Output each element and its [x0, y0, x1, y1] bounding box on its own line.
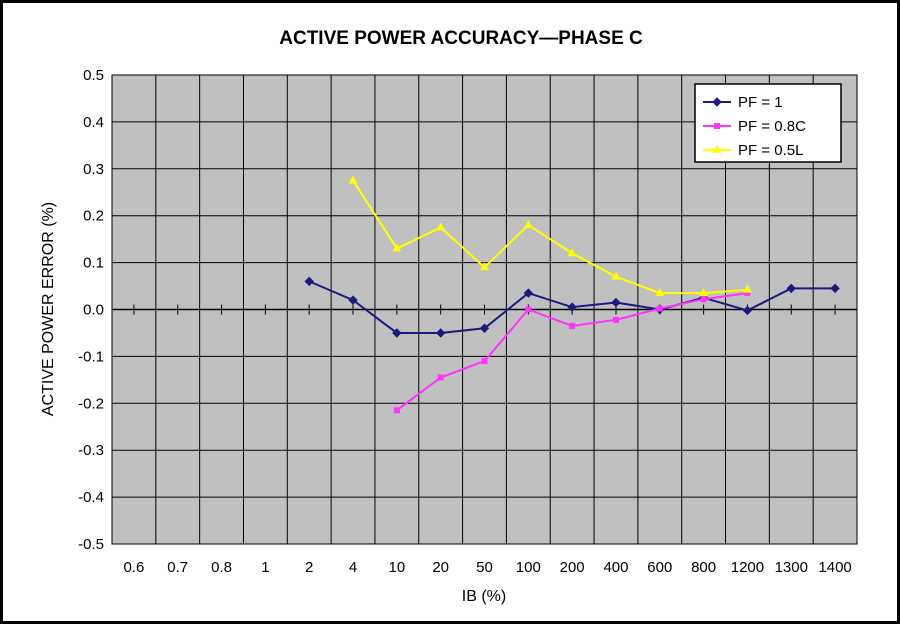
legend-entry: PF = 0.5L [703, 142, 803, 159]
chart-title: ACTIVE POWER ACCURACY—PHASE C [279, 28, 643, 49]
y-tick-label: 0.0 [83, 302, 104, 319]
data-point [712, 97, 722, 107]
data-point [611, 297, 621, 308]
data-point [744, 290, 751, 297]
legend-label: PF = 0.8C [738, 118, 806, 135]
data-point [712, 145, 722, 153]
data-point [742, 284, 752, 293]
data-point [567, 302, 577, 312]
y-tick-labels: 0.5 0.4 0.3 0.2 0.1 0.0 -0.1 -0.2 -0.3 -0.4 -0.5 [78, 67, 104, 553]
legend: PF = 1 PF = 0.8C PF = 0.5L [694, 83, 842, 163]
y-tick-label: -0.5 [78, 536, 104, 553]
data-point [830, 283, 840, 294]
y-tick-label: 0.4 [83, 114, 104, 131]
data-point [567, 248, 577, 257]
x-tick-labels: 0.6 0.7 0.8 1 2 4 10 20 50 100 200 400 600 800 1200 130… [123, 559, 851, 576]
x-tick-label: 0.7 [167, 559, 188, 576]
data-point [304, 276, 314, 287]
data-point [525, 306, 532, 313]
data-point [393, 407, 400, 414]
series-line [352, 179, 748, 295]
x-tick-label: 400 [603, 559, 628, 576]
data-point [480, 262, 489, 271]
data-point [348, 295, 358, 305]
y-tick-label: 0.1 [83, 255, 104, 272]
x-axis-label: IB (%) [462, 588, 506, 605]
x-tick-label: 50 [476, 559, 493, 576]
y-tick-label: 0.3 [83, 161, 104, 178]
series-layer [304, 175, 840, 414]
data-point [348, 175, 358, 184]
x-tick-label: 1300 [775, 559, 808, 576]
x-tick-label: 0.6 [123, 559, 144, 576]
x-tick-label: 100 [516, 559, 541, 576]
data-point [742, 305, 753, 316]
data-point [612, 316, 619, 323]
data-point [437, 374, 444, 381]
legend-label: PF = 1 [738, 94, 783, 111]
x-tick-label: 800 [691, 559, 716, 576]
data-point [523, 220, 533, 229]
data-point [714, 123, 720, 129]
data-point [611, 271, 621, 280]
data-point [656, 305, 663, 312]
data-point [700, 296, 707, 303]
y-tick-label: 0.2 [83, 208, 104, 225]
legend-entry: PF = 0.8C [703, 118, 806, 135]
y-tick-label: -0.2 [78, 395, 104, 412]
active-power-accuracy-chart: ACTIVE POWER ACCURACY—PHASE C 0.50.40.30… [40, 28, 858, 605]
series-pf-0-5l [348, 175, 752, 297]
data-point [481, 358, 488, 365]
x-tick-label: 600 [647, 559, 672, 576]
x-tick-label: 1200 [731, 559, 764, 576]
x-tick-label: 2 [305, 559, 313, 576]
x-tick-label: 1400 [818, 559, 851, 576]
legend-entry: PF = 1 [703, 94, 783, 111]
x-tick-label: 10 [389, 559, 406, 576]
data-point [655, 288, 665, 297]
y-axis-label: ACTIVE POWER ERROR (%) [40, 202, 57, 416]
y-tick-label: 0.5 [83, 67, 104, 84]
data-point [436, 222, 446, 231]
legend-label: PF = 0.5L [738, 142, 803, 159]
x-tick-label: 1 [261, 559, 269, 576]
y-tick-label: -0.3 [78, 442, 104, 459]
y-tick-label: -0.4 [78, 489, 104, 506]
data-point [569, 322, 576, 329]
y-tick-label: -0.1 [78, 348, 104, 365]
data-point [699, 288, 709, 297]
x-tick-label: 200 [560, 559, 585, 576]
x-tick-label: 0.8 [211, 559, 232, 576]
series-pf-0-8c [393, 290, 751, 414]
data-point [786, 283, 796, 294]
x-tick-label: 20 [432, 559, 449, 576]
data-point [523, 288, 534, 298]
data-point [392, 328, 402, 338]
x-tick-label: 4 [349, 559, 357, 576]
data-point [435, 328, 446, 338]
data-point [392, 243, 402, 252]
data-point [479, 323, 490, 333]
